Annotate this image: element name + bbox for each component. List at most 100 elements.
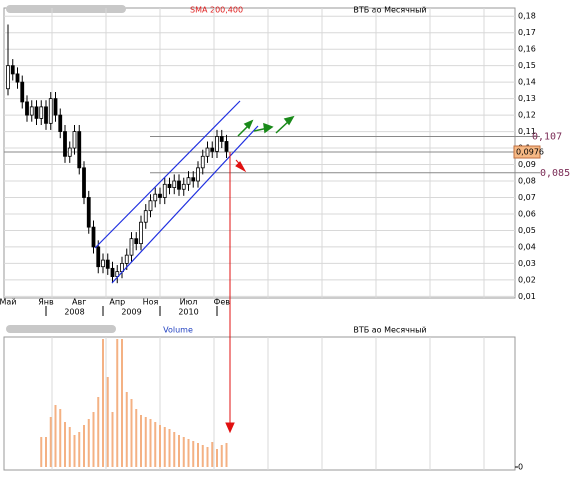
candle-body xyxy=(48,98,53,124)
candle-body xyxy=(110,267,115,277)
candle-body xyxy=(172,180,177,189)
candle-body xyxy=(77,131,82,169)
volume-bar xyxy=(92,412,95,467)
candle-body xyxy=(191,177,196,182)
candle-body xyxy=(86,197,91,228)
indicator-label: SMA 200,400 xyxy=(190,6,243,15)
volume-bar xyxy=(83,425,85,467)
volume-bar xyxy=(216,449,218,467)
candle-body xyxy=(15,73,20,83)
year-label: 2010 xyxy=(178,308,198,317)
candle-body xyxy=(181,183,186,190)
volume-bar xyxy=(121,339,123,467)
volume-bar xyxy=(206,447,209,467)
volume-label: Volume xyxy=(163,326,193,335)
candle-body xyxy=(148,200,153,212)
volume-bar xyxy=(201,445,204,467)
volume-bar xyxy=(211,442,214,467)
level-label: 0,107 xyxy=(532,132,562,143)
candle-body xyxy=(39,106,44,119)
x-tick-label: Авг xyxy=(72,298,86,307)
volume-bar xyxy=(59,409,62,467)
volume-bar xyxy=(64,422,66,467)
volume-bar xyxy=(49,417,52,467)
x-tick-label: Янв xyxy=(38,298,54,307)
volume-bar xyxy=(168,429,171,467)
candle-body xyxy=(129,238,134,256)
level-label: 0,085 xyxy=(540,168,570,179)
year-label: 2008 xyxy=(64,308,84,317)
y-tick-label: 0,02 xyxy=(518,275,536,284)
candle-body xyxy=(124,254,129,264)
candle-body xyxy=(25,101,29,116)
candle-body xyxy=(20,81,25,103)
x-tick-label: Июл xyxy=(180,298,198,307)
candle-body xyxy=(6,65,10,90)
plot-layer: 0,01 0,02 0,03 0,04 0,05 0,06 0,07 0,08 0,09 0,10… xyxy=(0,8,570,472)
last-price-label: 0,0976 xyxy=(516,148,544,157)
volume-bar xyxy=(159,425,161,467)
candle-body xyxy=(215,136,219,152)
header-pill xyxy=(6,325,116,333)
volume-bar xyxy=(45,437,47,467)
volume-bar xyxy=(97,397,100,467)
candle-body xyxy=(224,141,229,152)
y-tick-label: 0,06 xyxy=(518,209,536,218)
candle-body xyxy=(91,226,96,248)
x-tick-label: Ноя xyxy=(143,298,159,307)
header-pill xyxy=(6,5,126,13)
red-arrows xyxy=(225,152,247,434)
volume-bar xyxy=(111,412,114,467)
candle-body xyxy=(177,180,181,190)
volume-bar xyxy=(173,432,176,467)
volume-bar xyxy=(154,422,157,467)
volume-bar xyxy=(130,399,133,467)
candle-body xyxy=(101,259,105,268)
volume-bar xyxy=(106,377,109,467)
volume-bar xyxy=(144,417,147,467)
volume-bar xyxy=(149,419,152,467)
candle-body xyxy=(67,147,72,157)
y-tick-label: 0,18 xyxy=(518,12,536,21)
candle-body xyxy=(82,167,86,198)
volume-bar xyxy=(197,443,199,467)
y-tick-label: 0,15 xyxy=(518,61,536,70)
volume-bar xyxy=(163,427,166,467)
x-tick-label: Фев xyxy=(213,298,230,307)
candle-body xyxy=(105,259,110,269)
y-tick-label: 0,16 xyxy=(518,45,536,54)
candle-body xyxy=(153,193,158,202)
candle-body xyxy=(58,114,63,132)
candle-body xyxy=(139,221,143,245)
volume-bar xyxy=(116,339,119,467)
x-tick-label: Май xyxy=(0,298,17,307)
candle-body xyxy=(10,65,15,75)
candle-body xyxy=(34,106,39,119)
y-tick-label: 0,17 xyxy=(518,28,536,37)
volume-bar xyxy=(178,435,180,467)
volume-bar xyxy=(87,419,90,467)
volume-bar xyxy=(68,427,71,467)
candle-body xyxy=(162,183,167,198)
y-tick-label: 0,08 xyxy=(518,177,536,186)
candle-body xyxy=(158,193,162,198)
candle-body xyxy=(44,106,48,124)
y-tick-label: 0,05 xyxy=(518,226,536,235)
y-tick-label: 0,13 xyxy=(518,94,536,103)
candle-body xyxy=(72,131,77,149)
channel-line xyxy=(94,100,241,249)
candle-body xyxy=(210,147,215,152)
volume-bar xyxy=(78,432,81,467)
volume-bar xyxy=(225,443,228,467)
candle-body xyxy=(167,183,172,189)
volume-bar xyxy=(192,441,195,467)
volume-bar xyxy=(73,435,76,467)
y-tick-label: 0,03 xyxy=(518,259,536,268)
year-label: 2009 xyxy=(121,308,141,317)
volume-bar xyxy=(135,409,138,467)
volume-bar xyxy=(187,439,190,467)
candle-body xyxy=(200,155,205,169)
panel-title: ВТБ ао Месячный xyxy=(353,326,426,335)
candle-body xyxy=(186,177,191,185)
